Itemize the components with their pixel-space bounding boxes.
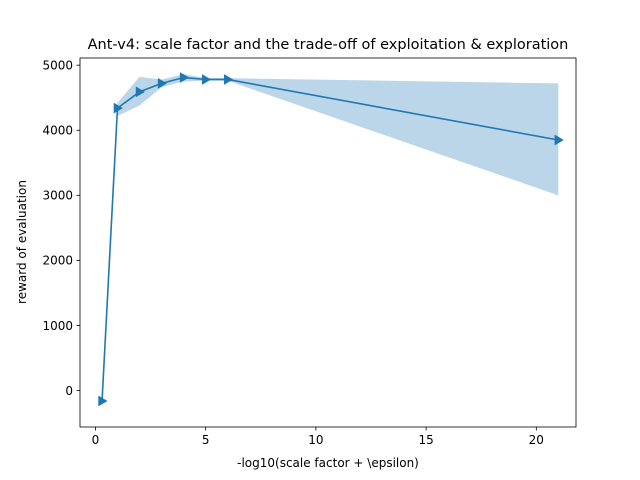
x-tick-label: 15	[418, 433, 433, 447]
data-point	[554, 134, 564, 146]
x-tick-label: 20	[529, 433, 544, 447]
plot-area	[98, 72, 564, 407]
y-axis: 0 1000 2000 3000 4000 5000	[42, 58, 80, 398]
data-point	[135, 86, 146, 98]
y-tick-label: 1000	[42, 319, 73, 333]
y-tick-label: 4000	[42, 124, 73, 138]
y-tick-label: 2000	[42, 254, 73, 268]
data-point	[157, 77, 168, 89]
data-point	[113, 102, 123, 114]
x-axis: 0 5 10 15 20	[92, 427, 544, 447]
data-point	[223, 74, 234, 85]
data-point	[98, 395, 108, 407]
x-tick-label: 10	[308, 433, 323, 447]
x-tick-label: 0	[92, 433, 100, 447]
data-point	[201, 74, 212, 85]
confidence-band	[102, 74, 559, 401]
chart-title: Ant-v4: scale factor and the trade-off o…	[88, 37, 569, 53]
x-tick-label: 5	[202, 433, 210, 447]
y-tick-label: 5000	[42, 58, 73, 72]
y-axis-title: reward of evaluation	[15, 180, 29, 304]
y-tick-label: 3000	[42, 189, 73, 203]
x-axis-title: -log10(scale factor + \epsilon)	[237, 456, 419, 470]
data-point	[179, 72, 190, 83]
axes-frame	[79, 57, 577, 428]
y-tick-label: 0	[65, 384, 73, 398]
